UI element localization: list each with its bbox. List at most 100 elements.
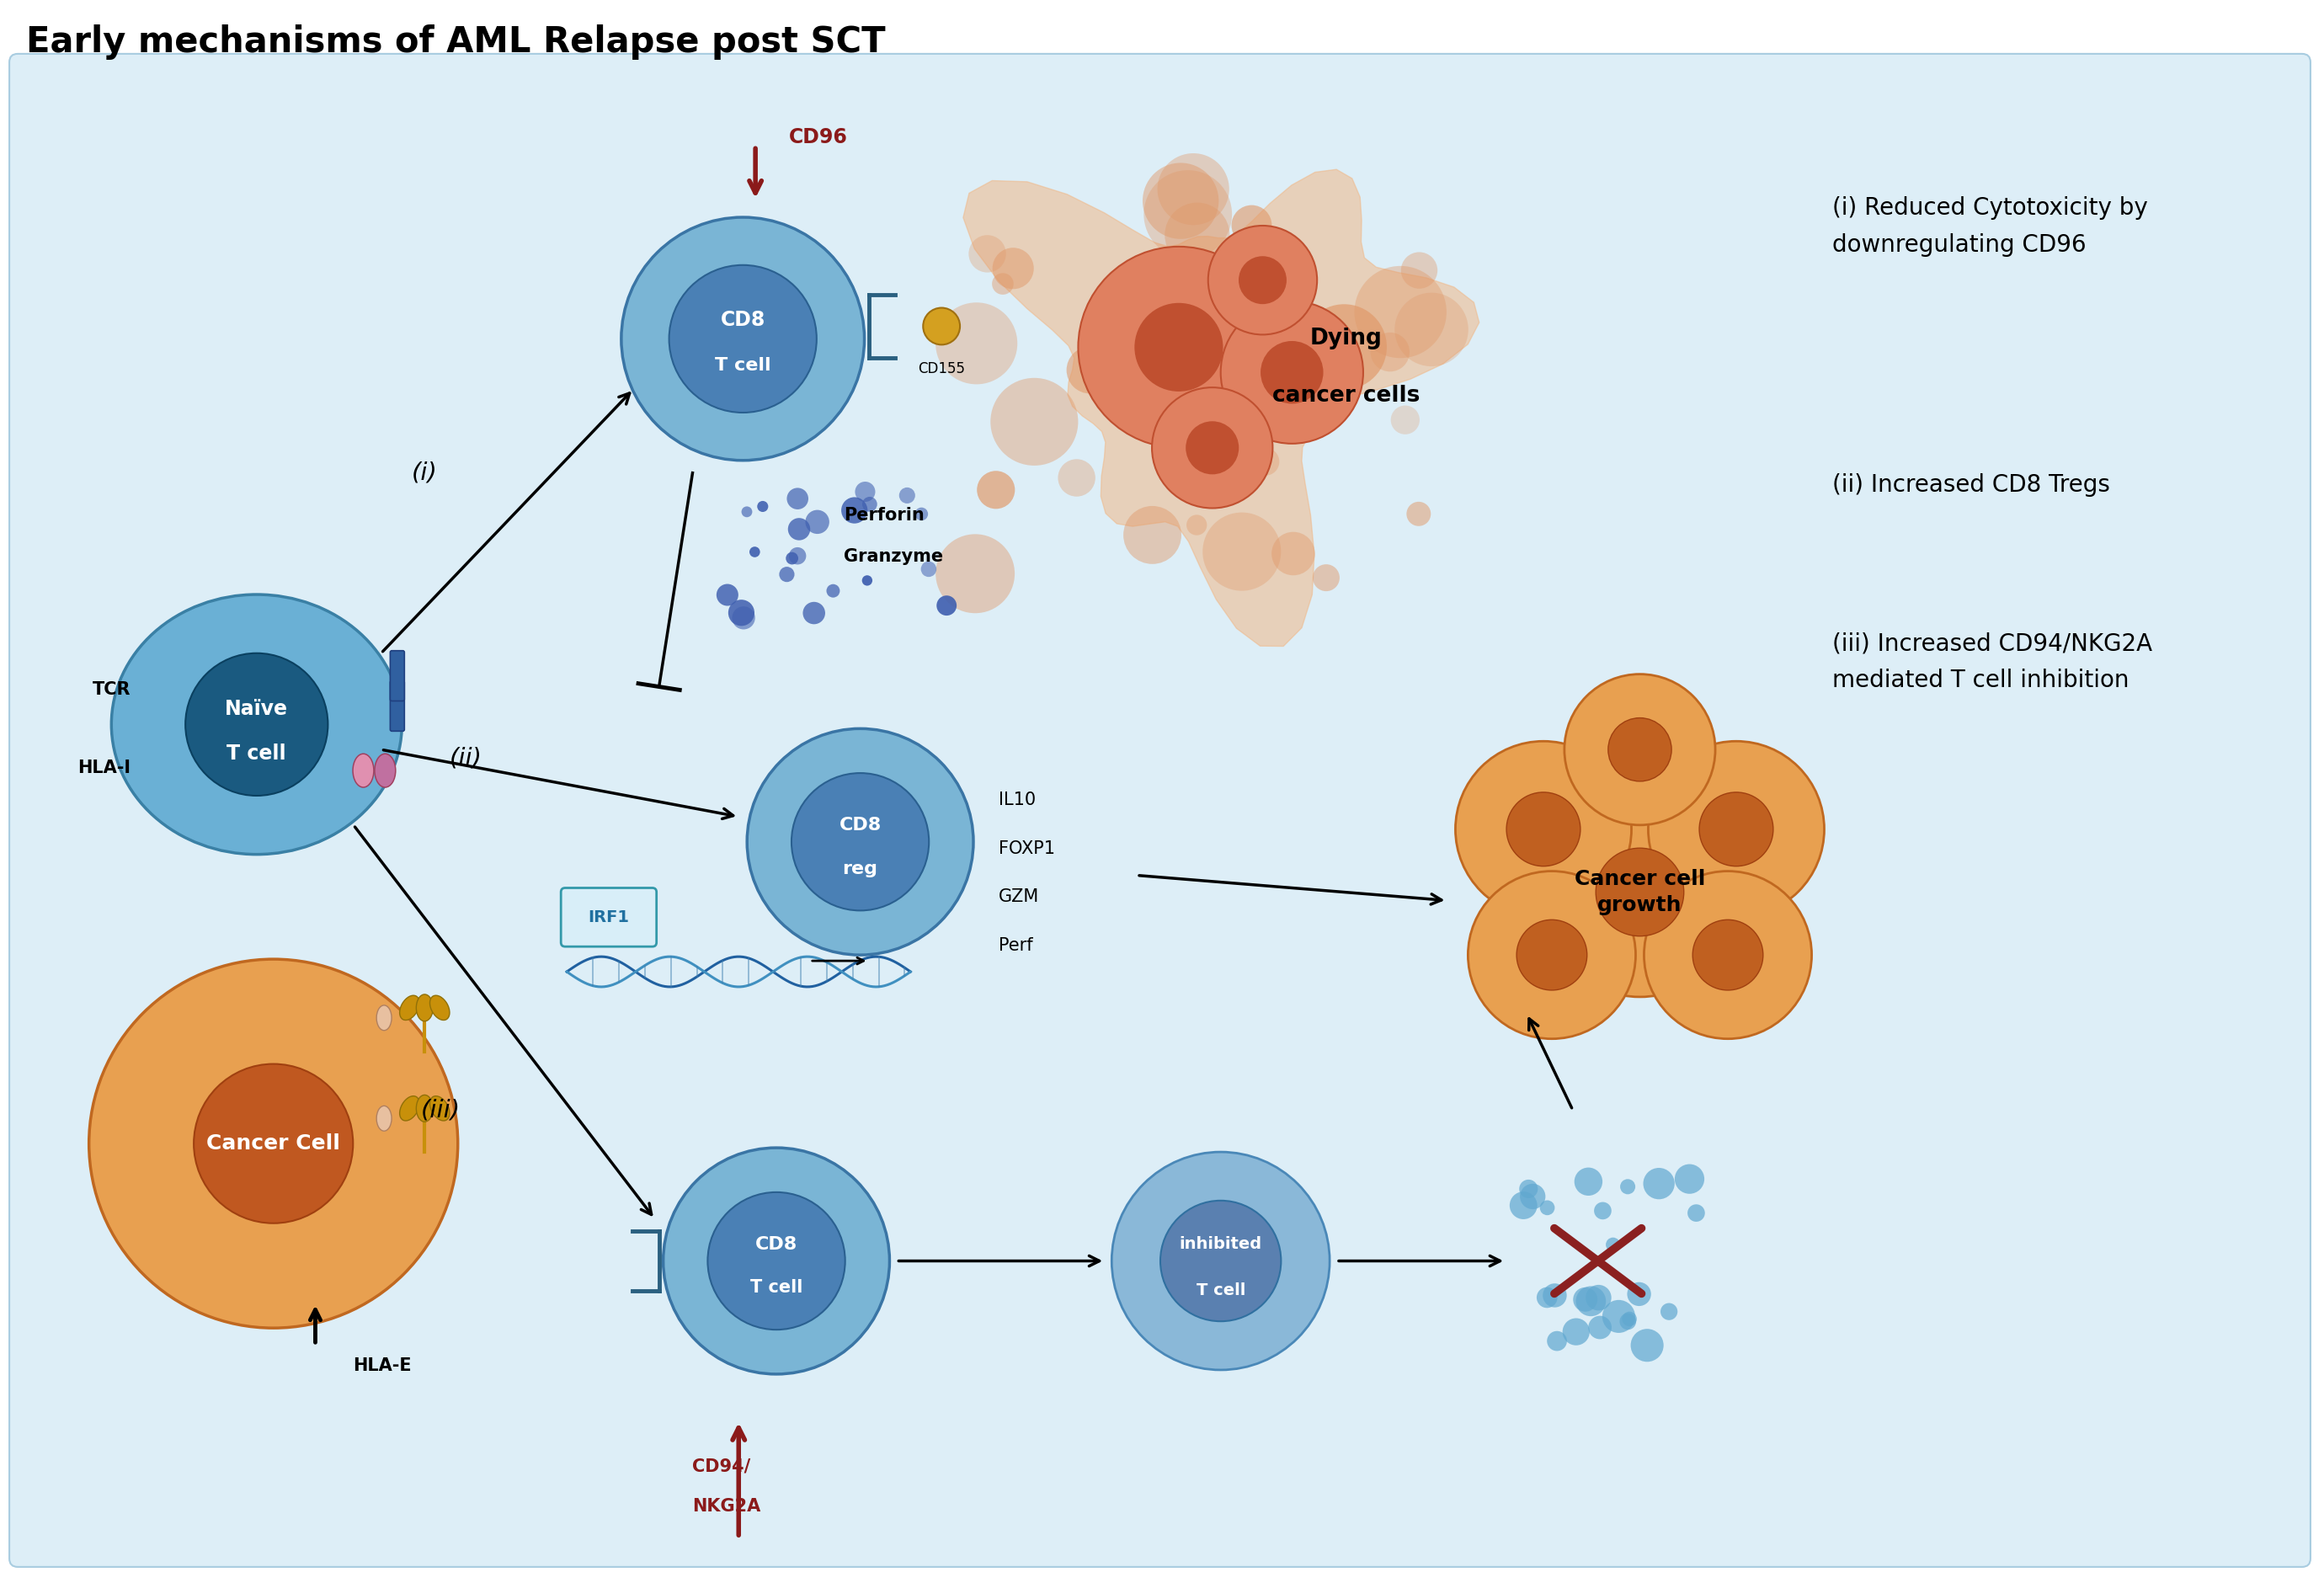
Circle shape [1587,1315,1611,1339]
Text: CD8: CD8 [839,817,881,834]
Circle shape [1232,206,1271,245]
Circle shape [1371,332,1411,372]
Circle shape [1390,405,1420,434]
Circle shape [193,1064,353,1224]
Circle shape [788,488,809,510]
Text: FOXP1: FOXP1 [999,841,1055,856]
Ellipse shape [376,1107,393,1130]
Ellipse shape [374,754,395,787]
Text: T cell: T cell [228,744,286,765]
Text: Early mechanisms of AML Relapse post SCT: Early mechanisms of AML Relapse post SCT [26,24,885,60]
Circle shape [1057,459,1095,497]
Text: CD94/: CD94/ [693,1458,751,1475]
Text: CD96: CD96 [788,128,848,147]
Circle shape [862,497,876,511]
Circle shape [1122,507,1181,564]
Circle shape [899,488,916,503]
Circle shape [1543,1284,1566,1308]
Text: (i) Reduced Cytotoxicity by
downregulating CD96: (i) Reduced Cytotoxicity by downregulati… [1834,196,2147,256]
Text: Perforin: Perforin [844,507,925,524]
Circle shape [1155,264,1208,317]
Circle shape [1643,1168,1676,1200]
Circle shape [1648,741,1824,917]
Circle shape [758,500,769,511]
Circle shape [716,584,739,606]
Circle shape [1067,347,1113,394]
Text: CD8: CD8 [720,310,765,331]
Text: NKG2A: NKG2A [693,1498,760,1515]
Circle shape [855,481,876,502]
Circle shape [1406,502,1432,526]
Circle shape [1687,1205,1706,1222]
Circle shape [621,217,865,461]
Circle shape [827,584,839,597]
Circle shape [1573,1168,1604,1195]
Circle shape [1134,302,1222,391]
Circle shape [841,497,867,524]
Circle shape [732,606,755,630]
Ellipse shape [430,996,449,1019]
Circle shape [1157,154,1229,225]
Circle shape [990,378,1078,465]
Circle shape [1160,1200,1281,1322]
Text: T cell: T cell [751,1279,802,1296]
FancyBboxPatch shape [390,681,404,731]
Ellipse shape [416,1095,432,1122]
Circle shape [1573,1287,1597,1312]
Text: T cell: T cell [716,358,772,374]
Circle shape [1631,1328,1664,1361]
Circle shape [1208,359,1248,397]
Circle shape [862,575,872,586]
Text: CD8: CD8 [755,1236,797,1252]
Circle shape [1111,1152,1329,1369]
Circle shape [937,533,1016,613]
Circle shape [1401,252,1439,288]
Circle shape [1627,1282,1650,1306]
Text: HLA-E: HLA-E [353,1357,411,1374]
Circle shape [669,264,816,413]
Text: T cell: T cell [1197,1282,1246,1298]
Text: Cancer Cell: Cancer Cell [207,1133,339,1154]
Text: (ii) Increased CD8 Tregs: (ii) Increased CD8 Tregs [1834,473,2110,497]
Circle shape [1676,1164,1703,1194]
Circle shape [1313,564,1339,590]
Ellipse shape [376,1005,393,1031]
Circle shape [976,470,1016,508]
Text: Perf: Perf [999,937,1032,955]
Text: HLA-I: HLA-I [77,760,130,776]
Circle shape [992,247,1034,290]
Text: (i): (i) [411,461,437,484]
Circle shape [969,236,1006,272]
Ellipse shape [400,1095,418,1121]
Circle shape [1520,1179,1538,1198]
Circle shape [1585,1285,1611,1311]
Circle shape [1606,1238,1620,1252]
Circle shape [1536,1287,1557,1308]
Circle shape [1143,163,1218,239]
Circle shape [748,546,760,557]
FancyBboxPatch shape [560,888,655,947]
Ellipse shape [112,595,402,855]
Circle shape [1594,1201,1611,1219]
Circle shape [706,1192,846,1330]
Text: IL10: IL10 [999,792,1037,809]
Circle shape [88,959,458,1328]
Circle shape [1253,448,1278,475]
Circle shape [923,307,960,345]
Ellipse shape [430,1095,449,1121]
Circle shape [1564,674,1715,825]
Circle shape [1188,514,1206,535]
Circle shape [1520,1184,1545,1209]
Circle shape [920,562,937,576]
Circle shape [779,567,795,583]
Text: Cancer cell
growth: Cancer cell growth [1573,869,1706,915]
Circle shape [1239,256,1287,304]
Circle shape [1394,293,1469,366]
Text: Granzyme: Granzyme [844,548,944,565]
Circle shape [1692,920,1764,991]
Circle shape [1301,304,1387,389]
Circle shape [1620,1314,1636,1330]
Circle shape [1659,1303,1678,1320]
Circle shape [1622,1312,1636,1327]
Circle shape [788,518,811,540]
